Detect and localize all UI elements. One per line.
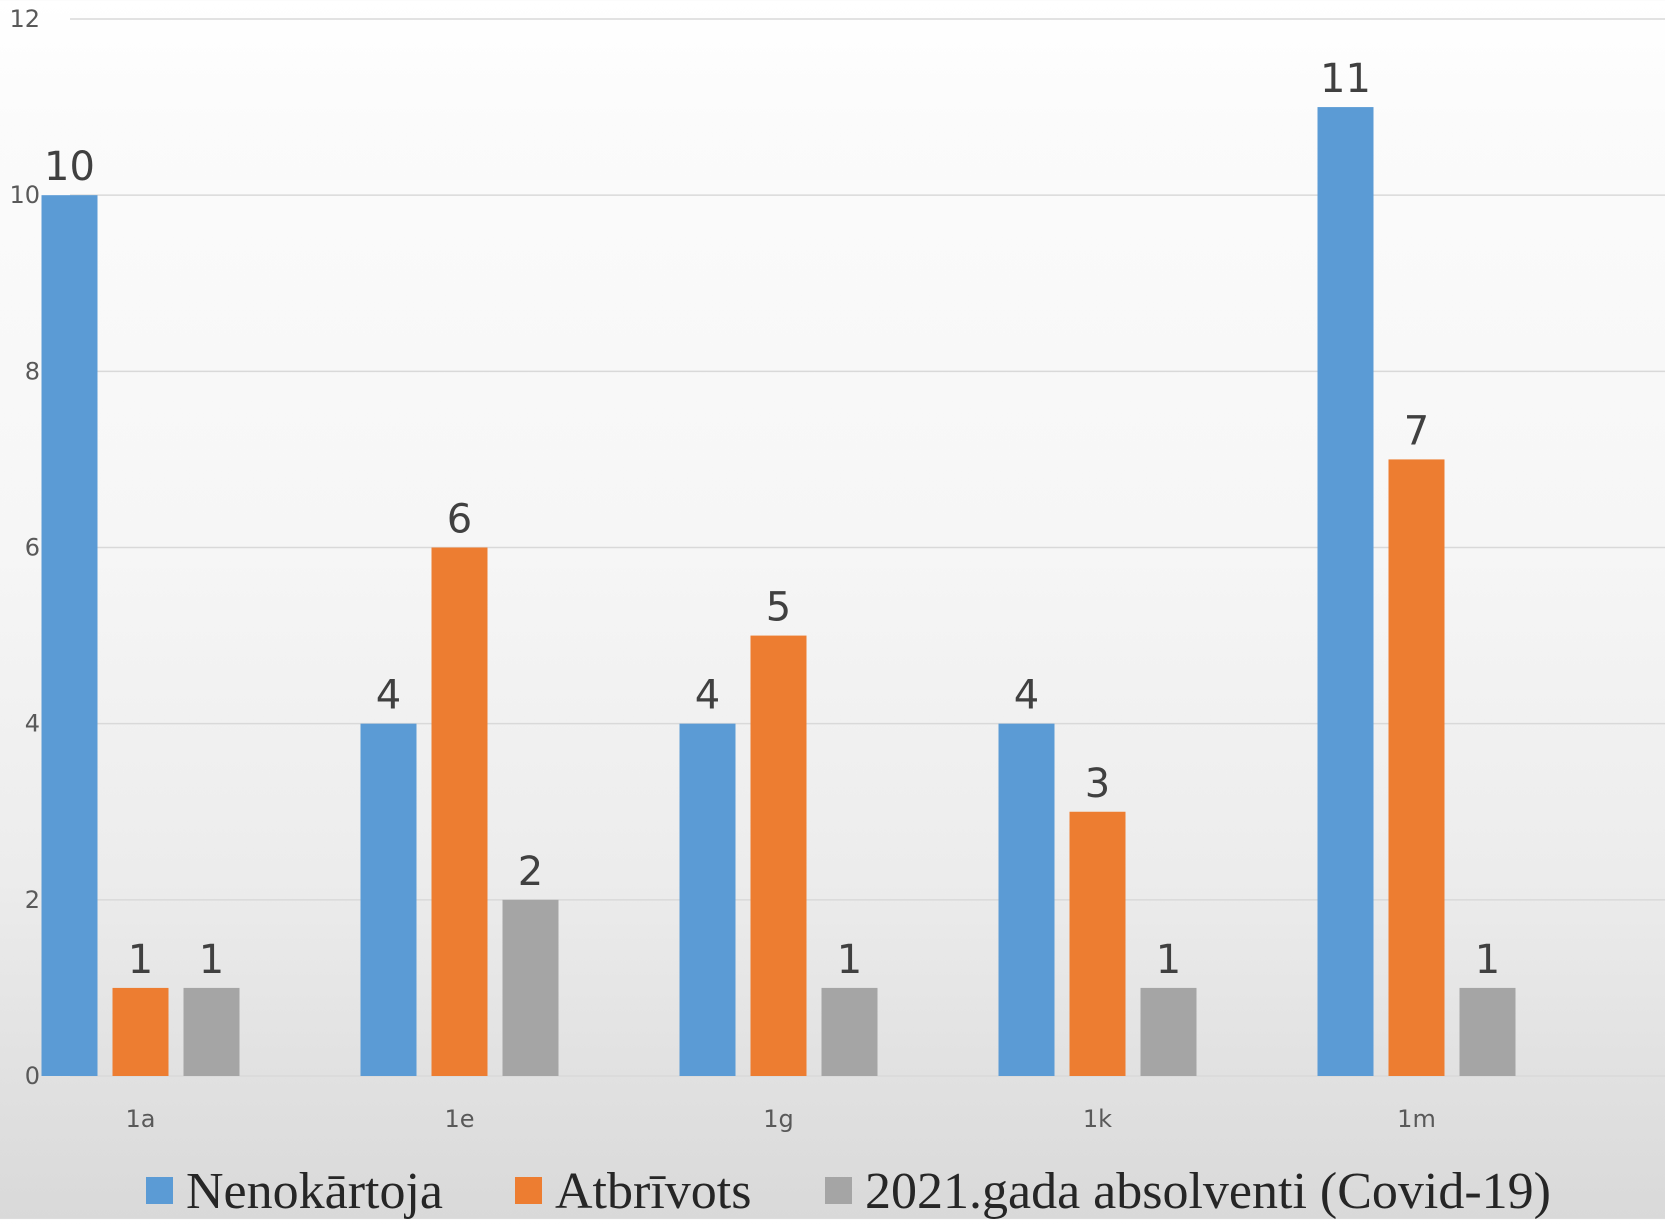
data-label: 1 <box>128 937 153 983</box>
legend: Nenokārtoja Atbrīvots 2021.gada absolventi… <box>146 1163 1551 1220</box>
bar <box>1317 107 1374 1077</box>
bar <box>750 635 807 1076</box>
y-tick-label: 10 <box>9 181 40 209</box>
data-label: 4 <box>376 673 401 719</box>
x-tick-label: 1m <box>1397 1105 1436 1133</box>
data-label: 3 <box>1085 761 1110 807</box>
y-tick-label: 2 <box>25 886 40 914</box>
data-label: 6 <box>447 497 472 543</box>
x-tick-label: 1g <box>763 1105 794 1133</box>
data-label: 4 <box>1014 673 1039 719</box>
bars <box>41 107 1516 1077</box>
bar <box>360 723 417 1076</box>
data-label: 10 <box>44 144 95 190</box>
legend-label: Atbrīvots <box>555 1163 751 1219</box>
bar <box>679 723 736 1076</box>
bar <box>183 987 240 1076</box>
bar <box>431 547 488 1076</box>
bar <box>998 723 1055 1076</box>
y-tick-label: 6 <box>25 534 40 562</box>
legend-label: Nenokārtoja <box>186 1163 443 1219</box>
x-axis-ticks: 1a 1e 1g 1k 1m <box>126 1105 1436 1133</box>
data-label: 7 <box>1404 408 1429 454</box>
data-label: 1 <box>1156 937 1181 983</box>
legend-swatch <box>825 1177 852 1204</box>
data-label: 1 <box>837 937 862 983</box>
data-label: 5 <box>766 585 791 631</box>
y-axis-ticks: 0 2 4 6 8 10 12 <box>9 5 40 1090</box>
data-label: 11 <box>1320 56 1371 102</box>
bar <box>1459 987 1516 1076</box>
gridlines <box>70 18 1665 1077</box>
y-tick-label: 0 <box>25 1062 40 1090</box>
legend-label: 2021.gada absolventi (Covid-19) <box>865 1163 1551 1219</box>
legend-swatch <box>515 1177 542 1204</box>
bar <box>1388 459 1445 1077</box>
bar <box>41 195 98 1076</box>
y-tick-label: 4 <box>25 710 40 738</box>
x-tick-label: 1k <box>1083 1105 1112 1133</box>
y-tick-label: 12 <box>9 5 40 33</box>
data-label: 4 <box>695 673 720 719</box>
x-tick-label: 1a <box>126 1105 156 1133</box>
data-label: 1 <box>199 937 224 983</box>
bar <box>821 987 878 1076</box>
bar <box>1069 811 1126 1076</box>
data-label: 2 <box>518 849 543 895</box>
y-tick-label: 8 <box>25 357 40 385</box>
x-tick-label: 1e <box>444 1105 474 1133</box>
bar <box>502 899 559 1076</box>
bar <box>112 987 169 1076</box>
legend-swatch <box>146 1177 173 1204</box>
data-label: 1 <box>1475 937 1500 983</box>
bar <box>1140 987 1197 1076</box>
